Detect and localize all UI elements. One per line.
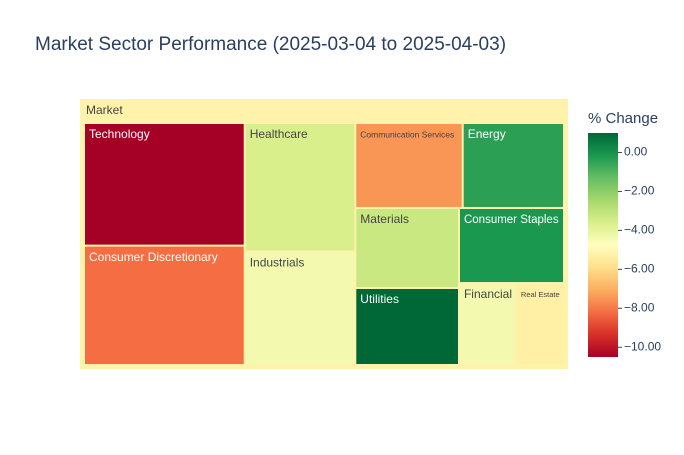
sector-label: Healthcare xyxy=(250,127,308,141)
colorbar-title: % Change xyxy=(588,110,658,127)
sector-tile xyxy=(85,124,244,245)
colorbar xyxy=(588,133,618,357)
sector-label: Real Estate xyxy=(521,290,560,299)
sector-label: Energy xyxy=(468,127,506,141)
sector-tile xyxy=(356,124,462,207)
colorbar-tick-label: −10.00 xyxy=(624,339,661,353)
sector-label: Utilities xyxy=(360,292,399,306)
sector-tile xyxy=(245,252,355,364)
sector-label: Consumer Staples xyxy=(464,214,559,226)
sector-tile xyxy=(516,284,563,364)
root-label: Market xyxy=(86,103,123,117)
sector-label: Communication Services xyxy=(360,129,454,139)
colorbar-tick-label: −4.00 xyxy=(624,223,655,237)
sector-tile xyxy=(356,288,458,364)
sector-tile xyxy=(356,208,458,287)
sector-tile xyxy=(459,284,515,364)
sector-label: Industrials xyxy=(250,256,305,270)
chart-title: Market Sector Performance (2025-03-04 to… xyxy=(35,34,506,55)
sector-tile xyxy=(245,124,355,251)
colorbar-tick-label: −2.00 xyxy=(624,184,655,198)
sector-tile xyxy=(459,208,563,283)
sector-tile xyxy=(85,246,244,364)
sector-label: Consumer Discretionary xyxy=(89,250,218,264)
sector-label: Materials xyxy=(360,212,409,226)
colorbar-tick-label: 0.00 xyxy=(624,145,648,159)
colorbar-tick-label: −6.00 xyxy=(624,262,655,276)
sector-tile xyxy=(463,124,563,207)
sector-label: Technology xyxy=(89,127,150,141)
sector-label: Financial xyxy=(464,287,512,301)
colorbar-tick-label: −8.00 xyxy=(624,300,655,314)
